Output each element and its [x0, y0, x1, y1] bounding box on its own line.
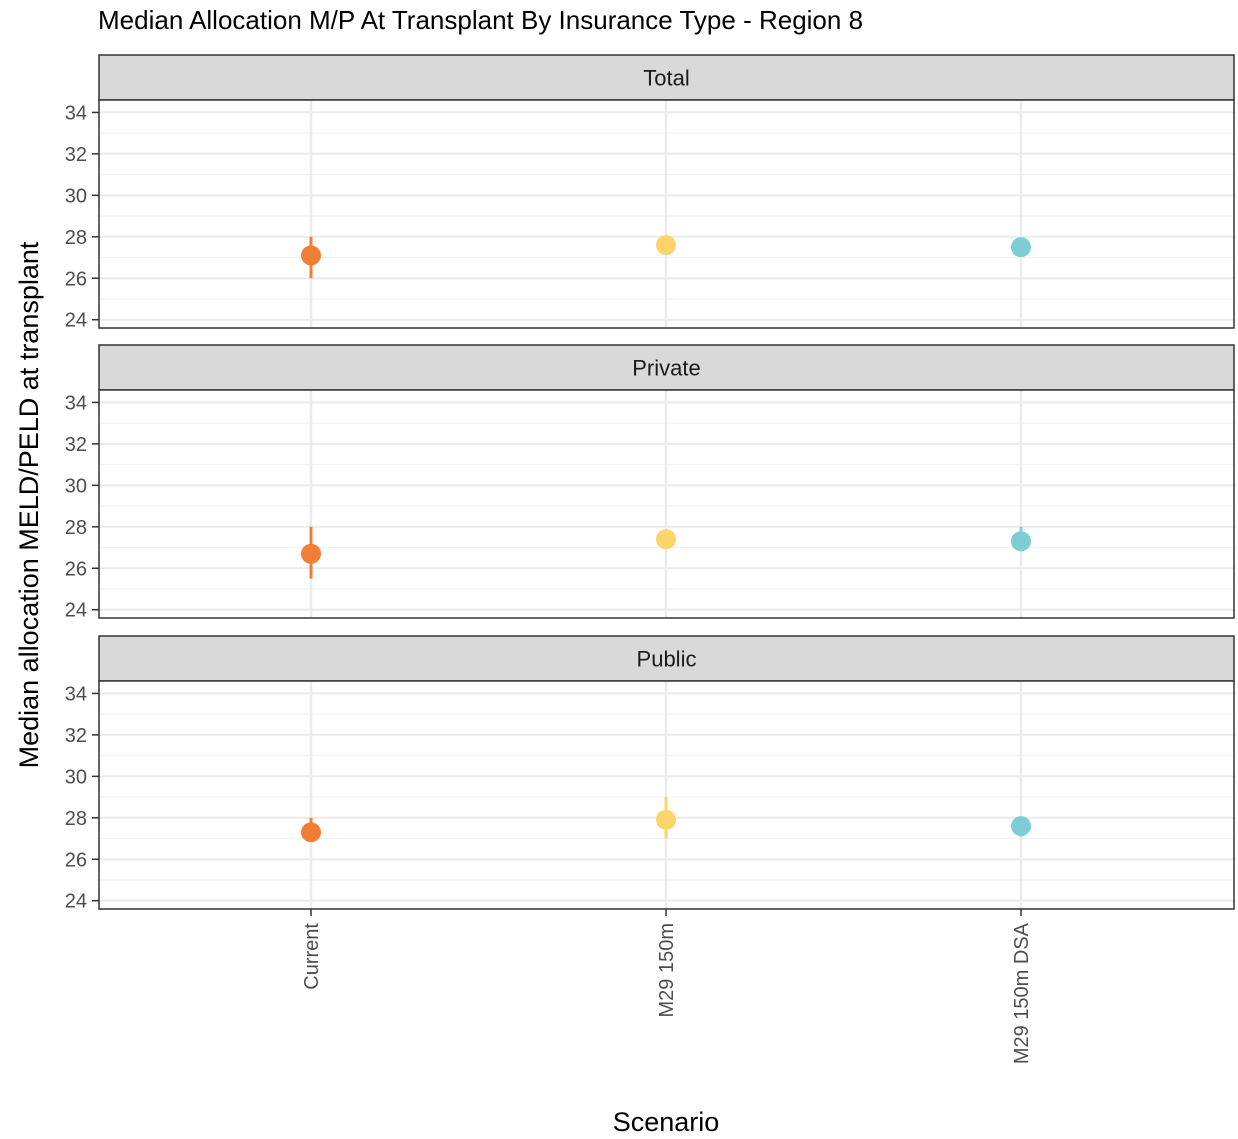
y-tick-label: 28: [65, 517, 87, 539]
facet-panel-public: Public 24 26 28 30 32 34: [65, 635, 1235, 913]
y-tick-label: 26: [65, 849, 87, 871]
y-tick-label: 32: [65, 434, 87, 456]
data-point: [656, 235, 676, 256]
facet-strip: [98, 54, 1235, 101]
panel-border: [98, 99, 1235, 329]
facet-strip: [98, 344, 1235, 391]
facet-strip-label: Public: [637, 647, 697, 672]
y-tick-label: 24: [65, 310, 87, 332]
y-tick-label: 24: [65, 600, 87, 622]
data-point: [1011, 816, 1031, 837]
y-tick-label: 26: [65, 558, 87, 580]
data-point: [301, 245, 321, 266]
y-tick-label: 26: [65, 268, 87, 290]
y-tick-label: 34: [65, 392, 87, 414]
x-tick-label: M29 150m DSA: [1011, 922, 1033, 1064]
data-point: [1011, 531, 1031, 552]
data-point: [656, 529, 676, 550]
data-point: [301, 543, 321, 564]
y-tick-label: 24: [65, 891, 87, 913]
facet-panel-total: Total 24 26 28 30 32 34: [65, 54, 1235, 332]
y-tick-label: 32: [65, 144, 87, 166]
y-tick-label: 34: [65, 683, 87, 705]
y-tick-label: 30: [65, 766, 87, 788]
y-tick-label: 32: [65, 725, 87, 747]
y-tick-label: 34: [65, 102, 87, 124]
facet-panel-private: Private 24 26 28 30 32 34: [65, 344, 1235, 622]
facet-strip: [98, 635, 1235, 682]
x-axis-title: Scenario: [613, 1107, 720, 1137]
y-tick-label: 30: [65, 475, 87, 497]
facet-panels: Total242628303234Private242628303234Publ…: [65, 54, 1235, 913]
y-tick-label: 28: [65, 808, 87, 830]
data-point: [656, 809, 676, 830]
y-axis-title: Median allocation MELD/PELD at transplan…: [14, 241, 44, 768]
facet-strip-label: Total: [643, 66, 689, 91]
x-tick-label: M29 150m: [656, 923, 678, 1018]
panel-border: [98, 389, 1235, 619]
y-tick-label: 30: [65, 185, 87, 207]
facet-strip-label: Private: [632, 356, 700, 381]
data-point: [1011, 237, 1031, 258]
x-tick-label: Current: [301, 923, 323, 990]
data-point: [301, 822, 321, 843]
y-tick-label: 28: [65, 227, 87, 249]
chart-title: Median Allocation M/P At Transplant By I…: [98, 5, 863, 35]
x-axis: Current M29 150m M29 150m DSA: [301, 909, 1033, 1064]
